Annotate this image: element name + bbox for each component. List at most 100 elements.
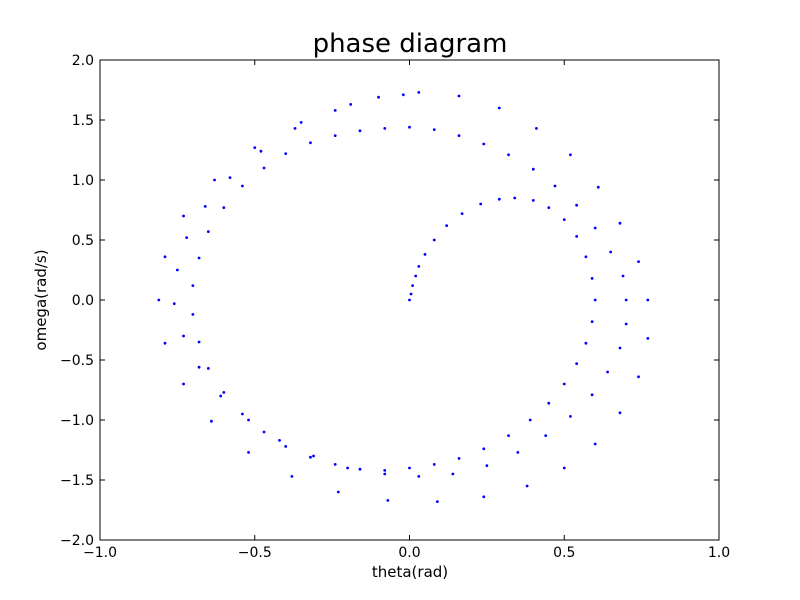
y-tick-label: −1.0 xyxy=(60,413,94,429)
scatter-point xyxy=(457,94,461,98)
scatter-point xyxy=(417,91,421,94)
x-tick-label: −0.5 xyxy=(238,545,272,561)
scatter-point xyxy=(206,230,210,234)
scatter-point xyxy=(590,320,594,323)
scatter-point xyxy=(482,142,486,146)
scatter-point xyxy=(175,268,179,272)
scatter-point xyxy=(284,445,288,448)
scatter-point xyxy=(309,141,312,145)
scatter-point xyxy=(386,499,390,502)
scatter-point xyxy=(432,128,436,132)
scatter-point xyxy=(606,370,609,374)
scatter-point xyxy=(528,418,532,422)
scatter-point xyxy=(210,419,213,423)
scatter-point xyxy=(172,302,176,305)
scatter-point xyxy=(240,412,244,416)
scatter-point xyxy=(417,475,421,478)
scatter-point xyxy=(333,463,337,466)
scatter-point xyxy=(197,365,201,369)
scatter-point xyxy=(358,129,362,133)
scatter-point xyxy=(451,472,455,476)
axes-frame xyxy=(99,59,720,541)
scatter-point xyxy=(346,466,349,470)
scatter-point xyxy=(197,340,201,344)
scatter-point xyxy=(435,500,439,503)
scatter-point xyxy=(482,495,486,499)
scatter-point xyxy=(562,466,566,470)
scatter-point xyxy=(646,337,650,340)
x-tick-label: −1.0 xyxy=(83,545,117,561)
scatter-point xyxy=(414,274,418,278)
y-tick-label: 1.0 xyxy=(72,173,94,189)
scatter-point xyxy=(222,391,226,394)
y-tick-label: −1.5 xyxy=(60,473,94,489)
y-tick-label: 1.5 xyxy=(72,113,94,129)
scatter-point xyxy=(333,134,337,138)
scatter-point xyxy=(240,184,244,188)
scatter-point xyxy=(569,153,572,157)
scatter-point xyxy=(222,206,226,210)
scatter-point xyxy=(575,203,579,207)
scatter-point xyxy=(358,467,362,471)
scatter-point xyxy=(290,475,294,478)
scatter-point xyxy=(411,284,414,287)
scatter-point xyxy=(203,205,207,208)
scatter-point xyxy=(569,415,572,418)
scatter-point xyxy=(507,153,510,157)
scatter-point xyxy=(191,313,195,316)
scatter-point xyxy=(213,178,216,182)
scatter-point xyxy=(575,362,579,365)
scatter-point xyxy=(584,255,588,259)
scatter-point xyxy=(460,212,464,216)
chart-title: phase diagram xyxy=(313,29,508,59)
scatter-point xyxy=(163,255,167,259)
scatter-point xyxy=(562,382,566,386)
scatter-point xyxy=(262,166,266,170)
scatter-point xyxy=(423,253,427,256)
scatter-point xyxy=(497,106,501,110)
x-axis-label: theta(rad) xyxy=(372,563,448,581)
scatter-point xyxy=(185,236,189,240)
scatter-point xyxy=(618,346,622,350)
y-tick-label: 0.0 xyxy=(72,293,94,309)
scatter-point xyxy=(618,221,622,225)
scatter-point xyxy=(191,284,195,287)
scatter-point xyxy=(409,292,413,296)
scatter-point xyxy=(624,298,628,302)
scatter-points xyxy=(157,91,650,503)
scatter-point xyxy=(624,322,628,326)
scatter-point xyxy=(278,439,281,442)
scatter-point xyxy=(621,274,625,278)
scatter-point xyxy=(383,469,387,472)
scatter-point xyxy=(284,152,288,156)
scatter-point xyxy=(383,126,387,130)
scatter-point xyxy=(479,202,483,206)
scatter-point xyxy=(182,214,185,218)
scatter-point xyxy=(593,298,597,302)
scatter-point xyxy=(401,93,405,97)
scatter-point xyxy=(417,265,421,268)
scatter-point xyxy=(562,218,566,222)
x-tick-label: 1.0 xyxy=(708,545,730,561)
scatter-point xyxy=(408,125,411,129)
scatter-point xyxy=(182,382,185,386)
scatter-point xyxy=(383,472,387,476)
x-tick-label: 0.5 xyxy=(553,545,575,561)
scatter-point xyxy=(531,199,535,202)
scatter-point xyxy=(262,430,266,434)
scatter-point xyxy=(516,451,520,454)
scatter-point xyxy=(618,411,622,415)
scatter-point xyxy=(646,298,650,302)
scatter-point xyxy=(157,298,161,302)
scatter-point xyxy=(544,434,548,437)
scatter-point xyxy=(247,451,250,454)
scatter-point xyxy=(408,298,411,302)
scatter-point xyxy=(534,126,538,130)
y-tick-label: −0.5 xyxy=(60,353,94,369)
scatter-point xyxy=(299,121,303,124)
scatter-point xyxy=(531,167,535,171)
scatter-point xyxy=(609,250,613,254)
scatter-point xyxy=(513,196,517,200)
y-tick-label: 0.5 xyxy=(72,233,94,249)
scatter-point xyxy=(163,341,167,345)
